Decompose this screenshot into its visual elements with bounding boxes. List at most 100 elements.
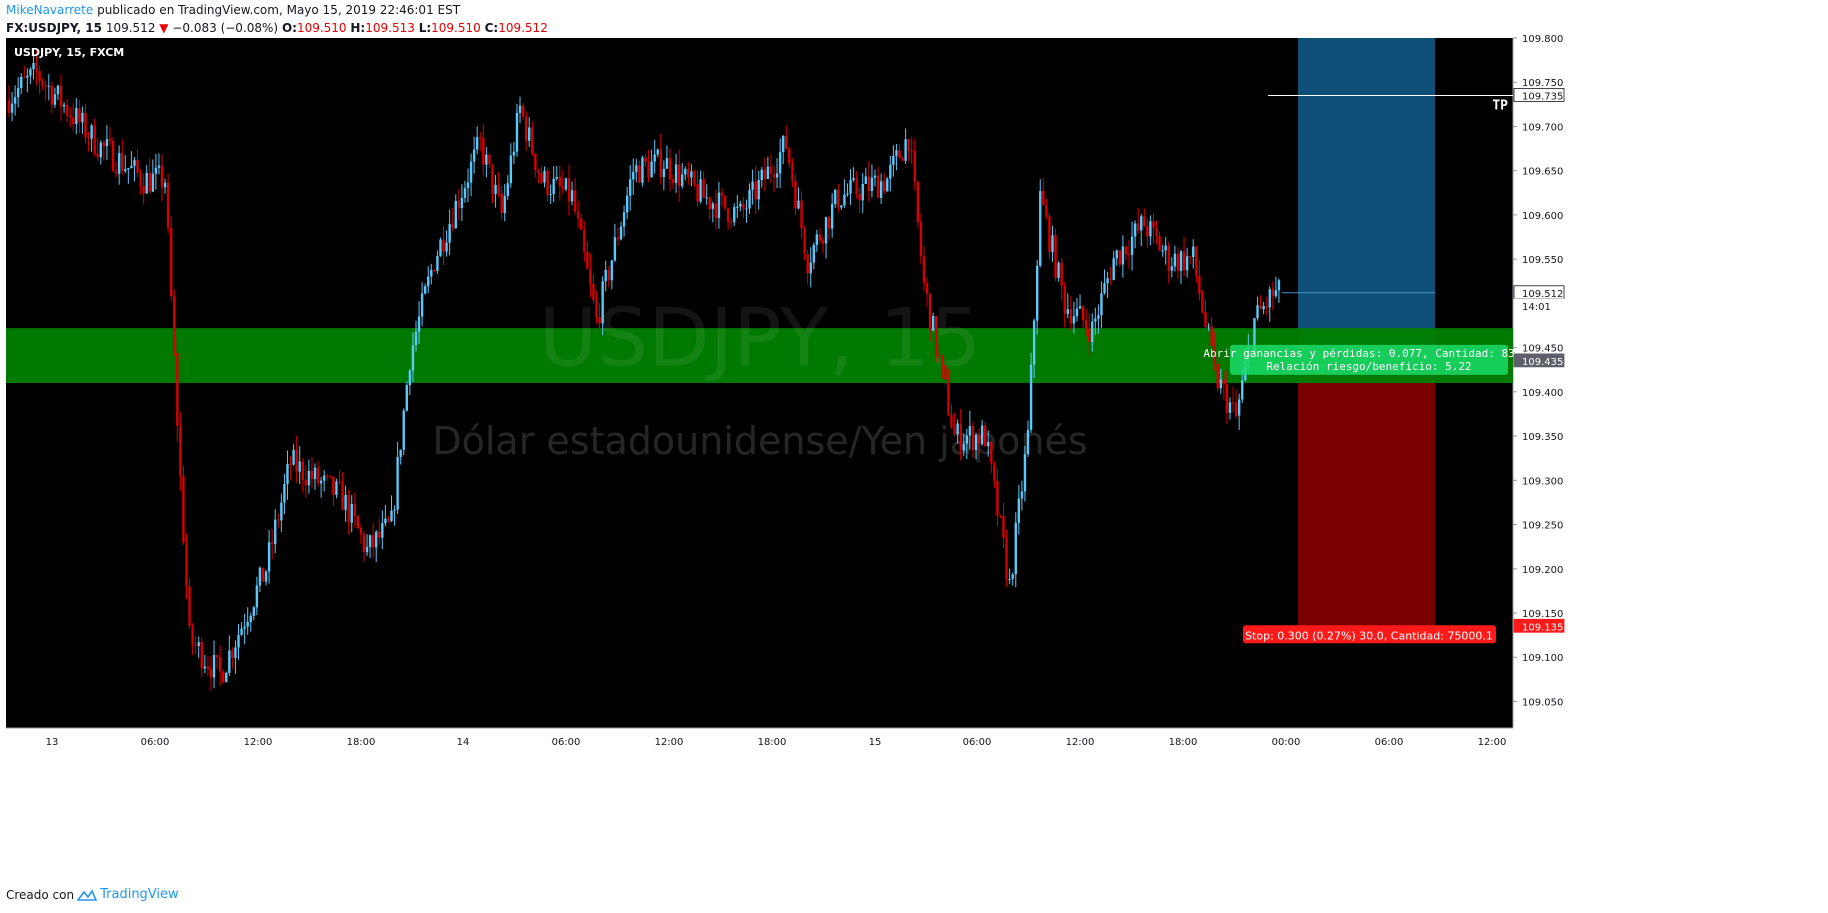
candle-body [1011,574,1014,579]
candle-body [821,240,825,244]
candle-body [720,192,724,196]
candle-body [1057,262,1060,278]
candle-body [430,269,433,277]
candle-body [488,154,491,165]
candle-body [286,463,289,485]
price-label-stop [1513,618,1565,633]
candle-body [84,112,87,138]
tradingview-link[interactable]: TradingView [100,887,179,902]
watermark-description: Dólar estadounidense/Yen japonés [432,419,1087,463]
candle-body [454,201,457,229]
candle-body [1124,246,1128,255]
candle-body [564,178,568,190]
candle-body [524,116,528,141]
price-tick-label: 109.700 [1522,122,1563,133]
candle-body [1118,250,1122,265]
candle-body [1274,290,1278,296]
candle-body [849,179,852,194]
price-change: −0.083 (−0.08%) [172,21,279,35]
candle-body [760,169,763,181]
candle-body [203,666,207,669]
candle-body [708,197,711,210]
candle-body [264,571,268,582]
candle-body [797,200,800,209]
candle-body [29,69,32,76]
time-tick-label: 13 [46,737,59,748]
candle-body [864,176,868,184]
candle-body [1063,285,1066,314]
candle-body [512,151,516,156]
author-link[interactable]: MikeNavarrete [6,3,94,17]
candle-body [528,127,531,141]
candle-body [956,423,959,435]
candle-body [509,155,513,184]
candle-body [427,276,430,287]
candle-body [267,542,271,572]
candle-body [494,185,497,195]
low-label: L: [418,21,432,35]
candle-body [1088,328,1091,343]
candle-body [586,251,589,269]
candle-body [356,515,360,529]
candle-body [521,105,525,117]
candle-body [815,234,819,245]
candle-body [1060,262,1063,286]
candle-body [408,370,412,386]
candle-body [274,519,277,545]
candle-body [812,244,816,263]
candle-body [650,161,653,178]
candle-body [971,426,975,450]
candle-body [1216,363,1219,389]
candle-body [475,137,479,150]
candle-body [353,503,356,516]
candle-body [399,449,402,458]
candle-body [35,62,38,71]
candle-body [1213,345,1216,364]
candle-body [38,70,41,81]
candle-body [534,153,537,171]
candle-body [41,80,44,86]
candle-body [604,269,607,282]
candle-body [105,139,109,146]
candle-body [977,434,981,445]
candle-body [491,164,494,195]
tradingview-logo-icon [77,888,98,901]
candle-body [280,502,283,521]
candle-body [546,170,549,195]
candle-body [445,242,448,252]
candle-body [298,461,301,472]
candle-body [93,125,96,154]
candle-body [350,503,353,523]
publish-info: MikeNavarrete publicado en TradingView.c… [6,3,460,17]
candle-body [209,668,213,678]
candle-body [53,94,57,105]
open-label: O: [281,21,297,35]
candle-body [124,169,127,172]
candle-body [772,174,776,178]
candle-body [62,104,66,107]
candle-body [127,168,130,170]
candle-body [518,105,522,113]
candle-body [237,634,240,648]
candle-body [711,203,715,210]
candle-body [117,153,121,174]
candle-body [739,203,742,207]
candle-body [362,534,366,553]
candle-body [151,173,155,192]
candle-body [751,181,754,190]
candle-body [644,157,647,163]
candle-body [830,203,834,229]
candle-body [806,254,809,274]
time-tick-label: 00:00 [1272,737,1301,748]
candles-group [7,48,1281,691]
candle-body [886,178,889,192]
candle-body [990,441,993,464]
candle-body [622,212,626,227]
candle-body [867,176,871,192]
candle-body [537,170,540,174]
candle-body [922,256,926,283]
candle-body [228,650,231,673]
price-tick-label: 109.250 [1522,521,1563,532]
candle-body [625,195,629,213]
